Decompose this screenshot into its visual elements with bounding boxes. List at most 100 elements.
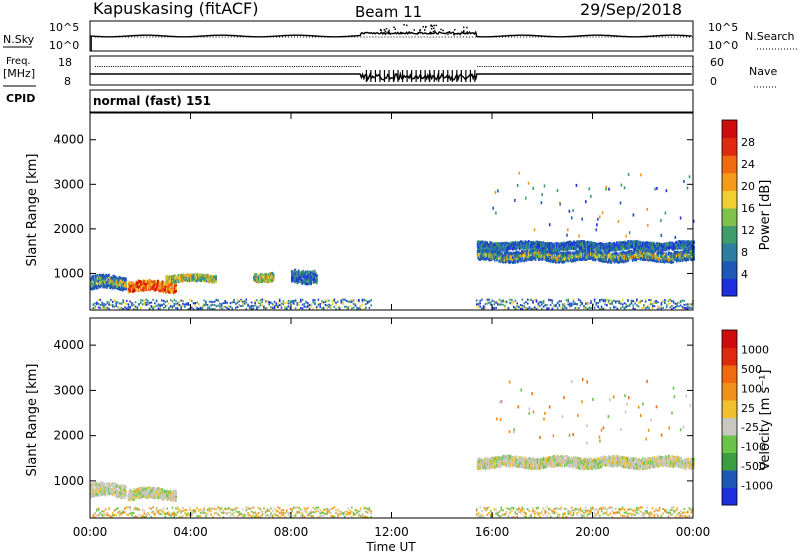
echo-cell	[149, 284, 151, 287]
echo-cell	[151, 286, 154, 290]
echo-cell	[254, 278, 257, 282]
echo-cell	[486, 243, 488, 247]
echo-cell	[613, 254, 616, 258]
echo-cell	[673, 252, 676, 256]
echo-cell	[533, 246, 536, 250]
nsearch-dot	[477, 36, 479, 38]
nsearch-dot	[185, 36, 187, 38]
scatter-cell	[664, 302, 666, 305]
scatter-cell	[563, 302, 566, 305]
nave-dot	[513, 66, 515, 67]
echo-cell	[489, 253, 492, 257]
scatter-cell	[366, 301, 369, 304]
echo-cell	[127, 287, 130, 291]
echo-cell	[609, 254, 611, 258]
scatter-cell	[621, 303, 624, 306]
nsearch-dot	[275, 36, 277, 38]
echo-cell	[508, 247, 511, 251]
nave-dot	[318, 66, 320, 67]
nsearch-dot	[113, 36, 115, 38]
nave-dot	[169, 66, 171, 67]
nave-dot	[603, 66, 605, 67]
nave-dot	[531, 66, 533, 67]
echo-cell	[479, 243, 481, 247]
echo-cell	[570, 246, 573, 250]
scatter-cell	[120, 302, 123, 305]
scatter-cell	[101, 301, 103, 304]
echo-cell	[567, 251, 570, 255]
scatter-cell	[219, 302, 221, 305]
echo-cell	[536, 240, 539, 244]
scatter-cell	[342, 303, 344, 305]
echo-cell	[681, 256, 684, 260]
echo-cell	[197, 278, 199, 282]
echo-cell	[292, 275, 294, 279]
scatter-cell	[667, 303, 670, 306]
echo-cell	[186, 276, 189, 280]
echo-cell	[120, 287, 123, 291]
scatter-cell	[134, 301, 137, 304]
nsearch-dot	[116, 36, 118, 38]
echo-cell	[270, 279, 273, 283]
echo-cell	[687, 258, 689, 261]
scatter-cell	[504, 300, 506, 303]
echo-cell	[666, 257, 669, 261]
nsearch-dot	[245, 36, 247, 38]
echo-cell	[203, 274, 206, 278]
echo-cell	[527, 245, 530, 248]
echo-cell	[203, 277, 206, 281]
echo-cell	[562, 260, 565, 264]
scatter-cell	[669, 302, 671, 305]
echo-cell	[156, 287, 158, 291]
echo-cell	[570, 254, 573, 258]
scatter-cell	[681, 299, 684, 302]
echo-cell	[614, 255, 617, 259]
echo-cell	[262, 278, 265, 282]
scatter-cell	[240, 300, 242, 303]
echo-cell	[154, 286, 157, 290]
scatter-cell	[590, 306, 592, 309]
scatter-cell	[687, 305, 689, 308]
echo-cell	[512, 242, 514, 246]
cpid-panel	[89, 89, 694, 113]
echo-cell	[498, 254, 501, 258]
echo-cell	[576, 252, 579, 256]
nsearch-dot	[396, 36, 398, 38]
echo-cell	[528, 243, 531, 247]
nave-dot	[508, 66, 510, 67]
echo-cell	[524, 251, 527, 255]
freq-unit: [MHz]	[3, 67, 35, 80]
nave-dot	[594, 66, 596, 67]
echo-cell	[583, 245, 585, 248]
echo-cell	[686, 251, 688, 255]
echo-cell	[310, 271, 312, 275]
echo-cell	[490, 256, 493, 260]
power-scatter	[90, 171, 695, 311]
scatter-cell	[620, 307, 622, 309]
echo-cell	[502, 249, 505, 252]
echo-cell	[550, 251, 553, 255]
echo-cell	[110, 280, 113, 284]
echo-cell	[637, 249, 640, 252]
nsearch-dot	[143, 36, 145, 38]
echo-cell	[110, 276, 113, 280]
echo-cell	[531, 252, 533, 256]
nsearch-dot	[429, 36, 431, 38]
echo-cell	[268, 275, 270, 279]
echo-cell	[597, 256, 600, 260]
scatter-cell	[277, 301, 279, 304]
echo-cell	[173, 279, 176, 283]
nsearch-dot	[107, 36, 109, 38]
echo-cell	[536, 255, 539, 259]
nsearch-dot	[393, 26, 395, 28]
nsearch-dot	[230, 36, 232, 38]
nave-dot	[671, 66, 673, 67]
scatter-cell	[509, 301, 511, 304]
echo-cell	[208, 278, 211, 282]
scatter-cell	[613, 306, 615, 309]
nsearch-dot	[173, 36, 175, 38]
scatter-cell	[122, 308, 124, 310]
echo-cell	[482, 240, 485, 244]
scatter-cell	[208, 300, 211, 303]
echo-cell	[176, 280, 179, 284]
